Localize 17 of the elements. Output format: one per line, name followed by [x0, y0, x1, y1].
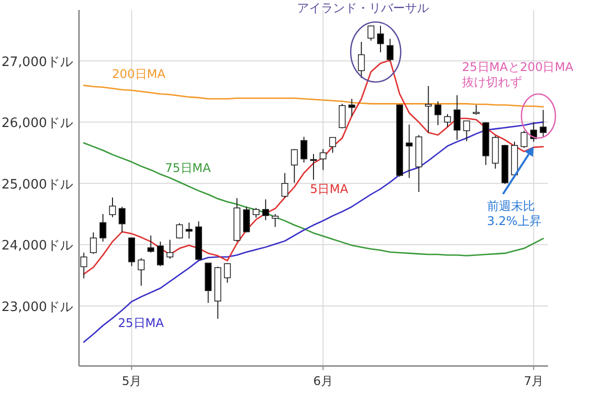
- x-tick-label: 5月: [122, 374, 142, 388]
- y-tick-label: 24,000ドル: [2, 238, 73, 254]
- series-label: 200日MA: [112, 67, 166, 81]
- series-label: 5日MA: [310, 182, 349, 196]
- y-tick-label: 23,000ドル: [2, 300, 73, 315]
- y-tick-label: 26,000ドル: [2, 116, 73, 132]
- x-tick-label: 6月: [313, 374, 333, 388]
- y-tick-label: 25,000ドル: [2, 177, 73, 192]
- line-series: [83, 121, 544, 343]
- series-label: 25日MA: [118, 316, 165, 330]
- line-series: [83, 142, 544, 256]
- series-label: 75日MA: [165, 161, 212, 175]
- y-tick-label: 27,000ドル: [2, 54, 73, 70]
- annotation: アイランド・リバーサル: [297, 1, 429, 15]
- annotation: 25日MAと200日MA 抜け切れず: [462, 60, 574, 89]
- annotation: 前週末比 3.2%上昇: [487, 199, 542, 228]
- x-tick-label: 7月: [524, 374, 544, 388]
